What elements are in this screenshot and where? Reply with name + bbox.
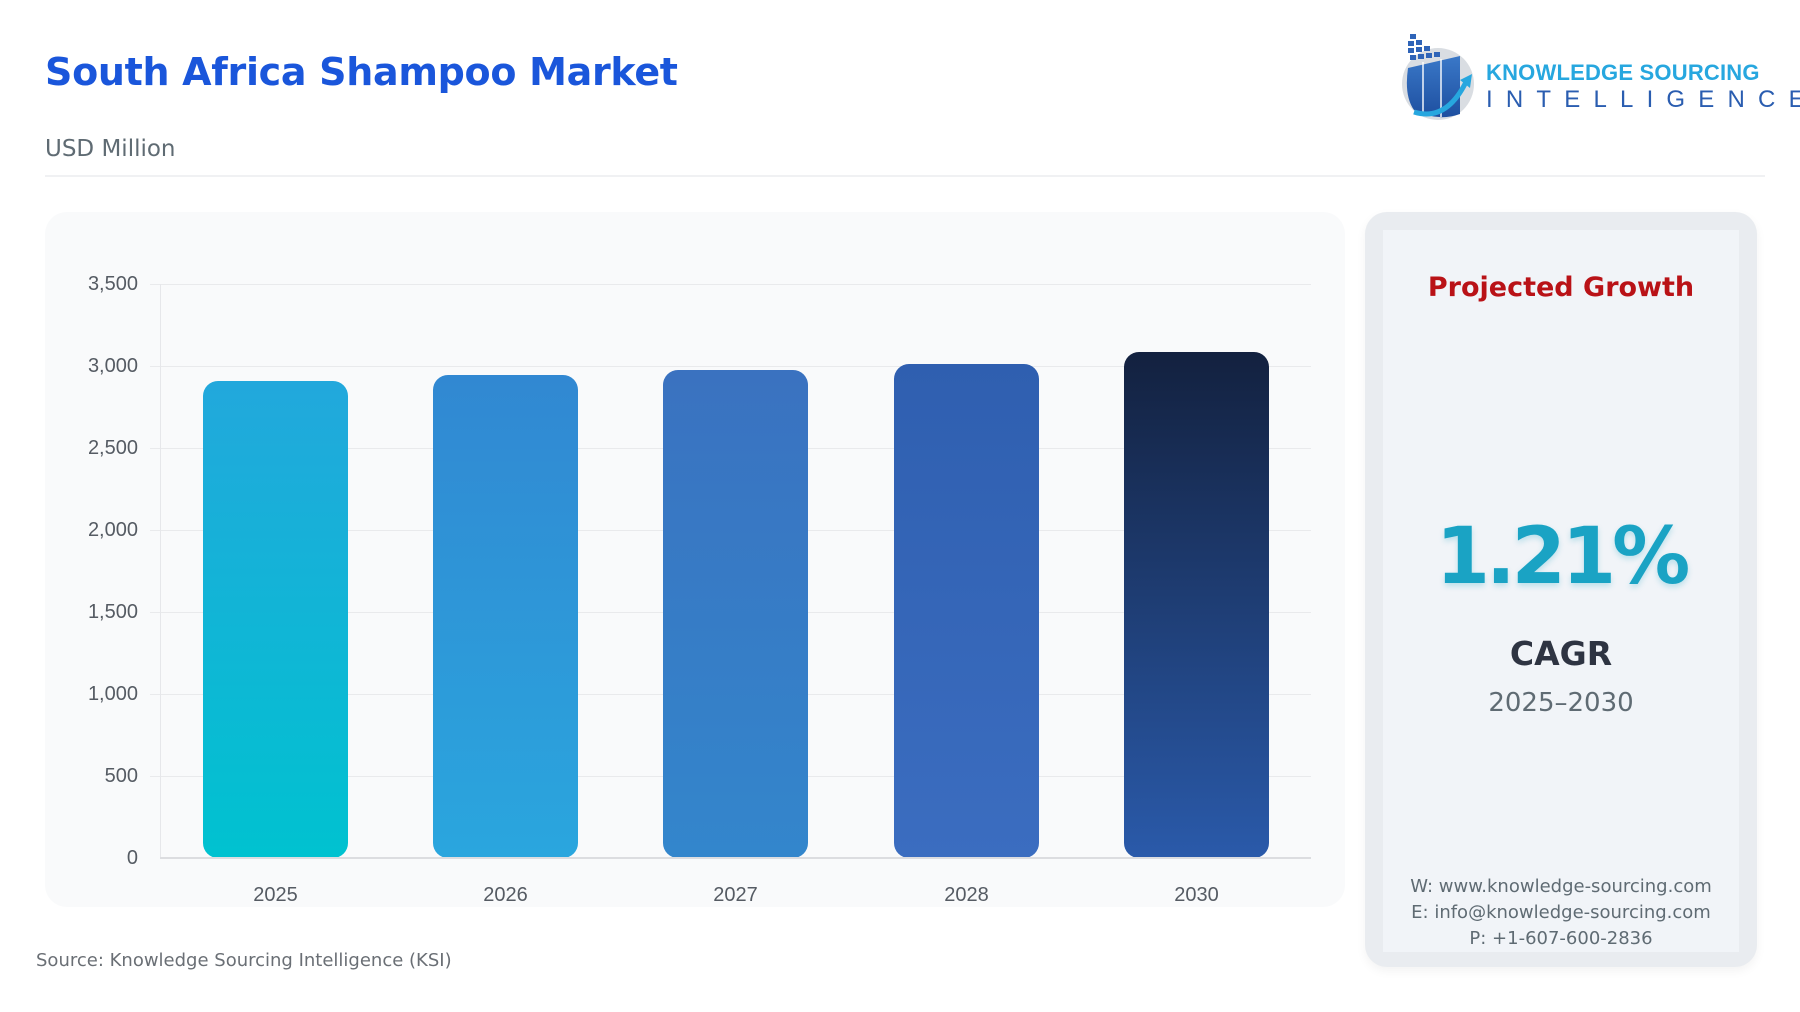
logo-text-primary: KNOWLEDGE SOURCING [1486, 60, 1760, 85]
y-tick-0: 0 [126, 847, 138, 869]
bar-2028 [894, 364, 1039, 858]
x-label-2026: 2026 [483, 884, 528, 906]
page-title: South Africa Shampoo Market [45, 50, 678, 94]
y-tick-3000: 3,000 [87, 355, 138, 377]
x-label-2027: 2027 [713, 884, 758, 906]
bar-2025 [203, 381, 348, 858]
x-label-2030: 2030 [1174, 884, 1219, 906]
x-label-2028: 2028 [944, 884, 989, 906]
logo-text-secondary: INTELLIGENCE [1486, 86, 1800, 113]
x-axis-line [160, 857, 1311, 859]
header-divider [45, 175, 1765, 177]
email-link[interactable]: E: info@knowledge-sourcing.com [1411, 902, 1711, 923]
y-tick-500: 500 [104, 765, 138, 787]
website-link[interactable]: W: www.knowledge-sourcing.com [1410, 876, 1712, 897]
y-tick-1500: 1,500 [87, 601, 138, 623]
gridline [150, 284, 1311, 285]
y-tick-2500: 2,500 [87, 437, 138, 459]
logo-globe-icon [1402, 34, 1474, 120]
source-note: Source: Knowledge Sourcing Intelligence … [36, 950, 452, 971]
y-tick-3500: 3,500 [87, 273, 138, 295]
bar-2027 [663, 370, 808, 858]
y-tick-1000: 1,000 [87, 683, 138, 705]
bar-2030 [1124, 352, 1269, 858]
projected-growth-title: Projected Growth [1427, 272, 1695, 303]
cagr-period: 2025–2030 [1488, 688, 1634, 718]
x-label-2025: 2025 [253, 884, 298, 906]
projected-growth-card: Projected Growth 1.21% CAGR 2025–2030 W:… [1365, 212, 1757, 967]
company-logo: KNOWLEDGE SOURCING INTELLIGENCE [1400, 26, 1800, 121]
bar-2026 [433, 375, 578, 858]
unit-label: USD Million [45, 136, 176, 162]
projected-growth-panel: Projected Growth 1.21% CAGR 2025–2030 W:… [1383, 230, 1739, 952]
y-axis-line [160, 284, 161, 858]
y-tick-2000: 2,000 [87, 519, 138, 541]
cagr-label: CAGR [1509, 634, 1613, 673]
cagr-value: 1.21% [1435, 512, 1691, 602]
phone-number: P: +1-607-600-2836 [1469, 928, 1653, 949]
gridline [150, 366, 1311, 367]
